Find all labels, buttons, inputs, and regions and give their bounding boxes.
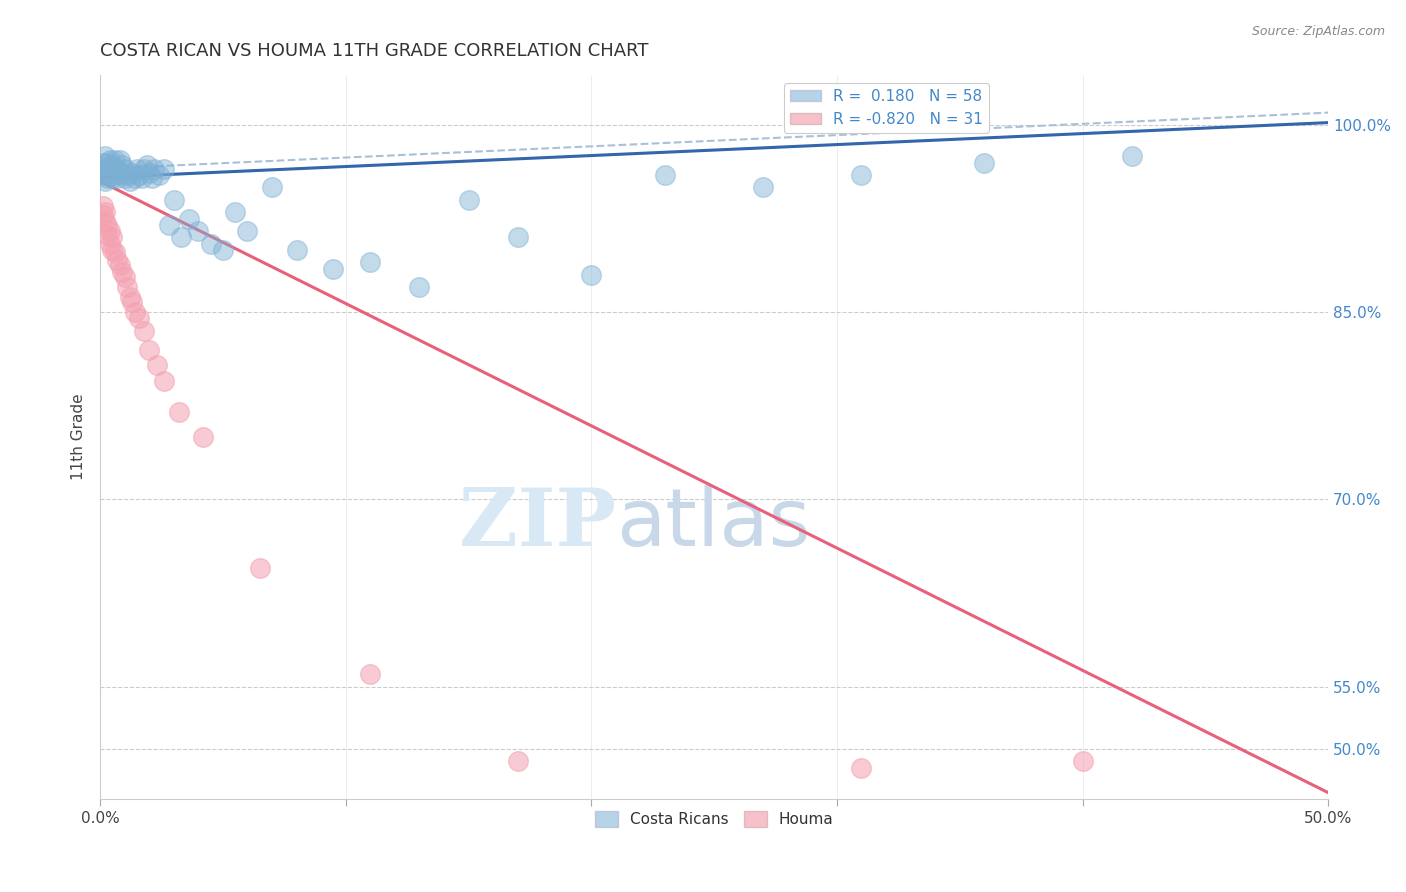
- Point: [108, 165, 131, 179]
- Point: [752, 180, 775, 194]
- Point: [125, 161, 148, 176]
- Text: Source: ZipAtlas.com: Source: ZipAtlas.com: [1251, 25, 1385, 38]
- Point: [94, 205, 117, 219]
- Point: [101, 230, 124, 244]
- Point: [1071, 755, 1094, 769]
- Point: [91, 199, 114, 213]
- Point: [115, 168, 138, 182]
- Point: [163, 193, 186, 207]
- Point: [187, 224, 209, 238]
- Point: [973, 155, 995, 169]
- Point: [111, 158, 134, 172]
- Point: [134, 324, 156, 338]
- Point: [851, 761, 873, 775]
- Point: [101, 158, 124, 172]
- Point: [94, 215, 117, 229]
- Point: [153, 374, 176, 388]
- Text: ZIP: ZIP: [458, 485, 616, 563]
- Point: [91, 155, 114, 169]
- Text: COSTA RICAN VS HOUMA 11TH GRADE CORRELATION CHART: COSTA RICAN VS HOUMA 11TH GRADE CORRELAT…: [100, 42, 648, 60]
- Point: [141, 170, 163, 185]
- Point: [177, 211, 200, 226]
- Point: [138, 165, 160, 179]
- Point: [236, 224, 259, 238]
- Point: [118, 174, 141, 188]
- Point: [131, 170, 153, 185]
- Point: [128, 168, 150, 182]
- Point: [98, 165, 121, 179]
- Point: [104, 153, 127, 167]
- Point: [98, 224, 121, 238]
- Point: [118, 290, 141, 304]
- Point: [91, 161, 114, 176]
- Point: [105, 252, 128, 267]
- Point: [96, 161, 118, 176]
- Point: [148, 168, 170, 182]
- Point: [457, 193, 479, 207]
- Point: [654, 168, 676, 182]
- Point: [114, 170, 136, 185]
- Point: [1121, 149, 1143, 163]
- Point: [200, 236, 222, 251]
- Point: [114, 270, 136, 285]
- Point: [121, 295, 143, 310]
- Point: [581, 268, 603, 282]
- Point: [96, 227, 118, 242]
- Point: [212, 243, 235, 257]
- Point: [260, 180, 283, 194]
- Y-axis label: 11th Grade: 11th Grade: [72, 393, 86, 480]
- Point: [101, 243, 124, 257]
- Point: [170, 230, 193, 244]
- Point: [145, 358, 167, 372]
- Point: [851, 168, 873, 182]
- Point: [94, 168, 117, 182]
- Point: [94, 174, 117, 188]
- Point: [121, 165, 143, 179]
- Point: [359, 667, 381, 681]
- Point: [104, 245, 127, 260]
- Point: [506, 755, 529, 769]
- Point: [285, 243, 308, 257]
- Point: [157, 218, 180, 232]
- Text: atlas: atlas: [616, 485, 810, 563]
- Point: [96, 155, 118, 169]
- Point: [143, 161, 166, 176]
- Point: [98, 153, 121, 167]
- Point: [138, 343, 160, 357]
- Point: [193, 430, 215, 444]
- Point: [322, 261, 344, 276]
- Point: [108, 258, 131, 272]
- Legend: Costa Ricans, Houma: Costa Ricans, Houma: [588, 804, 841, 835]
- Point: [96, 218, 118, 232]
- Point: [104, 168, 127, 182]
- Point: [134, 161, 156, 176]
- Point: [167, 405, 190, 419]
- Point: [94, 149, 117, 163]
- Point: [96, 170, 118, 185]
- Point: [128, 311, 150, 326]
- Point: [101, 170, 124, 185]
- Point: [111, 265, 134, 279]
- Point: [124, 170, 146, 185]
- Point: [153, 161, 176, 176]
- Point: [91, 168, 114, 182]
- Point: [124, 305, 146, 319]
- Point: [408, 280, 430, 294]
- Point: [108, 153, 131, 167]
- Point: [506, 230, 529, 244]
- Point: [359, 255, 381, 269]
- Point: [91, 208, 114, 222]
- Point: [105, 170, 128, 185]
- Point: [135, 158, 157, 172]
- Point: [115, 280, 138, 294]
- Point: [249, 561, 271, 575]
- Point: [98, 236, 121, 251]
- Point: [105, 161, 128, 176]
- Point: [224, 205, 246, 219]
- Point: [114, 161, 136, 176]
